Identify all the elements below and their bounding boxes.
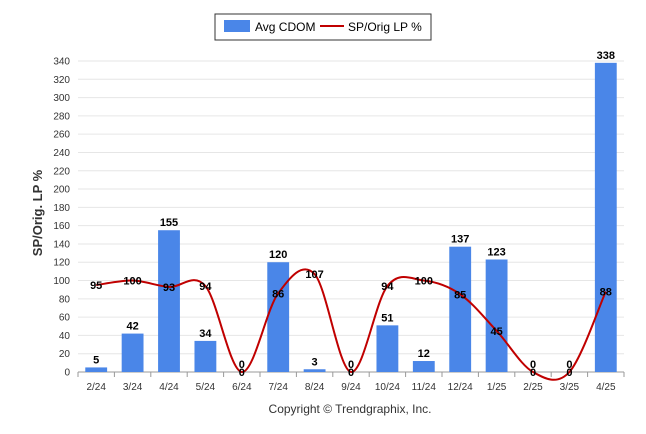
bar-value-label: 338 xyxy=(597,50,615,62)
bar xyxy=(412,361,435,372)
y-tick-label: 340 xyxy=(53,57,70,68)
x-tick-label: 12/24 xyxy=(448,382,473,393)
x-tick-label: 4/24 xyxy=(159,382,179,393)
line-value-label: 85 xyxy=(454,289,466,301)
line-value-label: 94 xyxy=(381,281,394,293)
y-tick-label: 0 xyxy=(64,368,70,379)
legend-label-sp-orig: SP/Orig LP % xyxy=(348,20,422,34)
x-tick-label: 2/24 xyxy=(86,382,106,393)
bar-value-label: 123 xyxy=(487,246,505,258)
y-tick-label: 280 xyxy=(53,111,70,122)
y-tick-label: 200 xyxy=(53,185,70,196)
legend-label-avg-cdom: Avg CDOM xyxy=(255,20,315,34)
bar-value-label: 0 xyxy=(566,359,572,371)
y-axis-title: SP/Orig. LP % xyxy=(30,169,45,256)
bar xyxy=(594,62,617,373)
bar-value-label: 137 xyxy=(451,234,469,246)
y-tick-label: 300 xyxy=(53,93,70,104)
line-series xyxy=(96,268,607,381)
line-value-label: 107 xyxy=(305,269,323,281)
bar-value-label: 155 xyxy=(160,217,178,229)
bar xyxy=(303,369,326,372)
sp-orig-line xyxy=(96,268,607,381)
line-value-label: 100 xyxy=(415,276,433,288)
bar-value-label: 0 xyxy=(530,359,536,371)
y-tick-label: 140 xyxy=(53,239,70,250)
bar xyxy=(158,230,180,372)
x-tick-label: 5/24 xyxy=(196,382,216,393)
x-tick-label: 1/25 xyxy=(487,382,507,393)
bar-value-label: 42 xyxy=(126,321,138,333)
y-tick-label: 40 xyxy=(59,331,71,342)
y-tick-label: 240 xyxy=(53,148,70,159)
line-value-label: 100 xyxy=(123,276,141,288)
line-value-label: 95 xyxy=(90,280,102,292)
y-tick-label: 20 xyxy=(59,349,71,360)
bar-labels: 5 42 155 34 0 120 3 0 51 12 137 123 0 0 338 xyxy=(93,50,615,371)
y-tick-label: 80 xyxy=(59,294,71,305)
bar xyxy=(85,367,108,372)
line-value-label: 0 xyxy=(566,367,572,379)
y-tick-label: 180 xyxy=(53,203,70,214)
line-value-label: 93 xyxy=(163,282,175,294)
x-tick-labels: 2/24 3/24 4/24 5/24 6/24 7/24 8/24 9/24 10/24 11/… xyxy=(86,382,616,393)
x-tick-label: 7/24 xyxy=(268,382,288,393)
bar xyxy=(449,246,472,372)
x-tick-label: 2/25 xyxy=(523,382,543,393)
bar-value-label: 12 xyxy=(418,348,430,360)
line-value-label: 88 xyxy=(600,287,612,299)
x-tick-label: 10/24 xyxy=(375,382,400,393)
line-value-label: 45 xyxy=(490,326,502,338)
y-tick-label: 160 xyxy=(53,221,70,232)
bar-value-label: 34 xyxy=(199,328,212,340)
x-tick-label: 4/25 xyxy=(596,382,616,393)
legend: Avg CDOM SP/Orig LP % xyxy=(214,13,432,41)
x-tick-label: 11/24 xyxy=(412,382,437,393)
y-tick-label: 260 xyxy=(53,130,70,141)
copyright: Copyright © Trendgraphix, Inc. xyxy=(269,402,432,416)
y-tick-label: 320 xyxy=(53,75,70,86)
bar xyxy=(194,340,217,372)
bar xyxy=(267,262,290,372)
bar-value-label: 0 xyxy=(348,359,354,371)
line-value-label: 86 xyxy=(272,288,284,300)
line-value-label: 0 xyxy=(239,367,245,379)
bar xyxy=(121,333,144,372)
y-tick-labels: 0 20 40 60 80 100 120 140 160 180 200 220 240 260 280 3… xyxy=(53,57,70,379)
y-tick-label: 120 xyxy=(53,258,70,269)
bar-value-label: 51 xyxy=(381,312,393,324)
bar xyxy=(485,259,508,372)
bar xyxy=(376,325,399,372)
bar-value-label: 5 xyxy=(93,354,99,366)
line-value-label: 0 xyxy=(348,367,354,379)
y-tick-label: 60 xyxy=(59,313,71,324)
x-tick-label: 9/24 xyxy=(341,382,361,393)
bars xyxy=(85,62,617,373)
x-tick-label: 3/24 xyxy=(123,382,143,393)
line-value-label: 94 xyxy=(199,281,212,293)
y-tick-label: 100 xyxy=(53,276,70,287)
x-tick-label: 6/24 xyxy=(232,382,252,393)
bar-value-label: 0 xyxy=(239,359,245,371)
legend-swatch-avg-cdom xyxy=(224,20,250,32)
bar-value-label: 3 xyxy=(312,356,318,368)
y-tick-label: 220 xyxy=(53,166,70,177)
line-value-label: 0 xyxy=(530,367,536,379)
x-tick-label: 3/25 xyxy=(560,382,580,393)
x-tick-label: 8/24 xyxy=(305,382,325,393)
bar-value-label: 120 xyxy=(269,249,287,261)
